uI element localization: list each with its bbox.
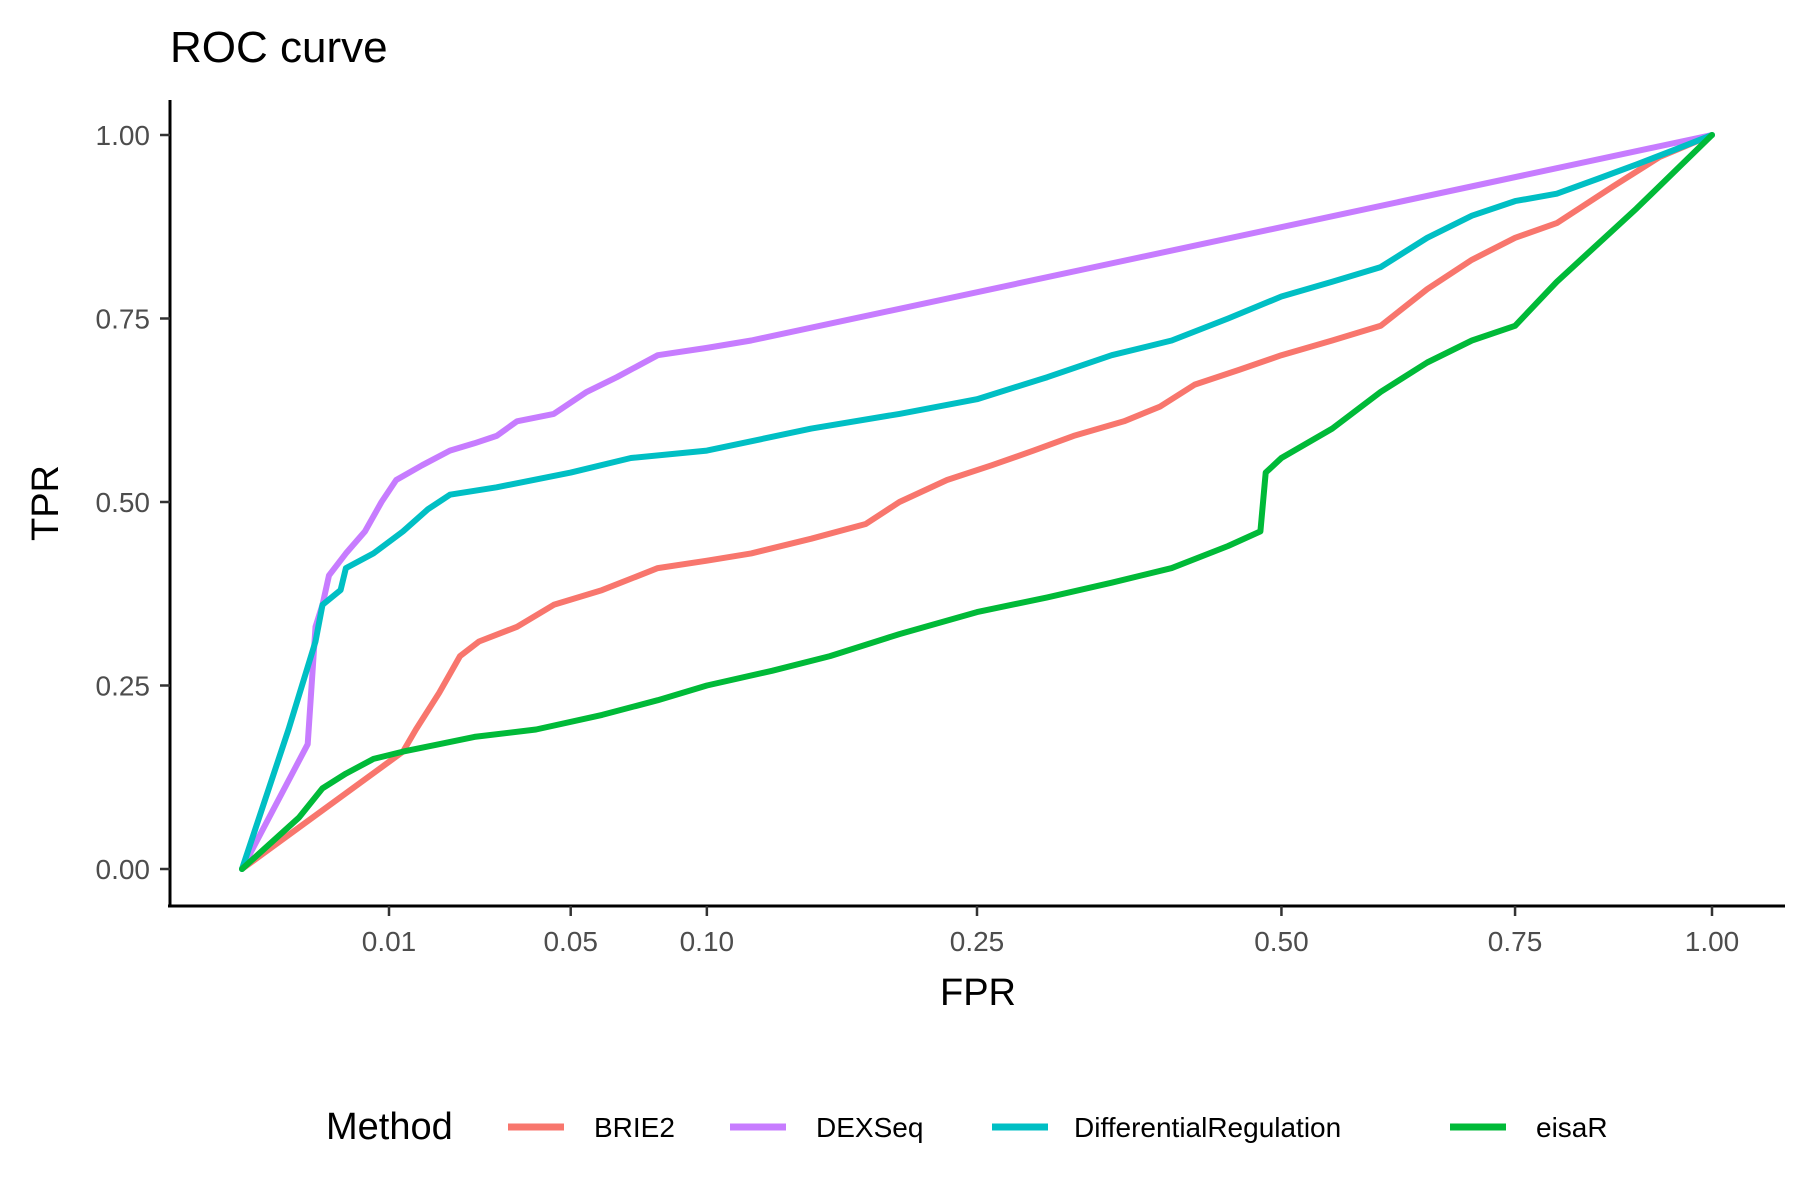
y-axis-ticks: 0.00 0.25 0.50 0.75 1.00: [96, 120, 170, 885]
x-tick-label: 0.75: [1488, 926, 1543, 957]
series-line-eisar: [239, 132, 1715, 872]
x-axis-title: FPR: [940, 972, 1016, 1014]
x-tick-label: 0.01: [362, 926, 417, 957]
y-tick-label: 0.50: [96, 487, 151, 518]
x-tick-label: 0.05: [543, 926, 598, 957]
x-tick-label: 0.25: [950, 926, 1005, 957]
series-layer: [239, 132, 1715, 872]
legend-label-brie2: BRIE2: [594, 1112, 675, 1143]
legend: Method BRIE2 DEXSeq DifferentialRegulation…: [326, 1106, 1608, 1148]
y-tick-label: 0.75: [96, 304, 151, 335]
legend-label-eisar: eisaR: [1536, 1112, 1608, 1143]
x-tick-label: 1.00: [1685, 926, 1740, 957]
y-tick-label: 0.00: [96, 854, 151, 885]
chart-title: ROC curve: [170, 23, 388, 72]
y-tick-label: 0.25: [96, 671, 151, 702]
series-line-brie2: [239, 132, 1715, 872]
y-axis-title: TPR: [25, 465, 67, 541]
legend-label-dexseq: DEXSeq: [816, 1112, 923, 1143]
legend-label-differentialregulation: DifferentialRegulation: [1074, 1112, 1341, 1143]
y-tick-label: 1.00: [96, 120, 151, 151]
legend-title: Method: [326, 1106, 453, 1148]
x-tick-label: 0.50: [1254, 926, 1309, 957]
series-line-differentialregulation: [239, 132, 1715, 872]
x-axis-ticks: 0.01 0.05 0.10 0.25 0.50 0.75 1.00: [362, 906, 1740, 957]
x-tick-label: 0.10: [680, 926, 735, 957]
series-line-dexseq: [239, 132, 1715, 872]
